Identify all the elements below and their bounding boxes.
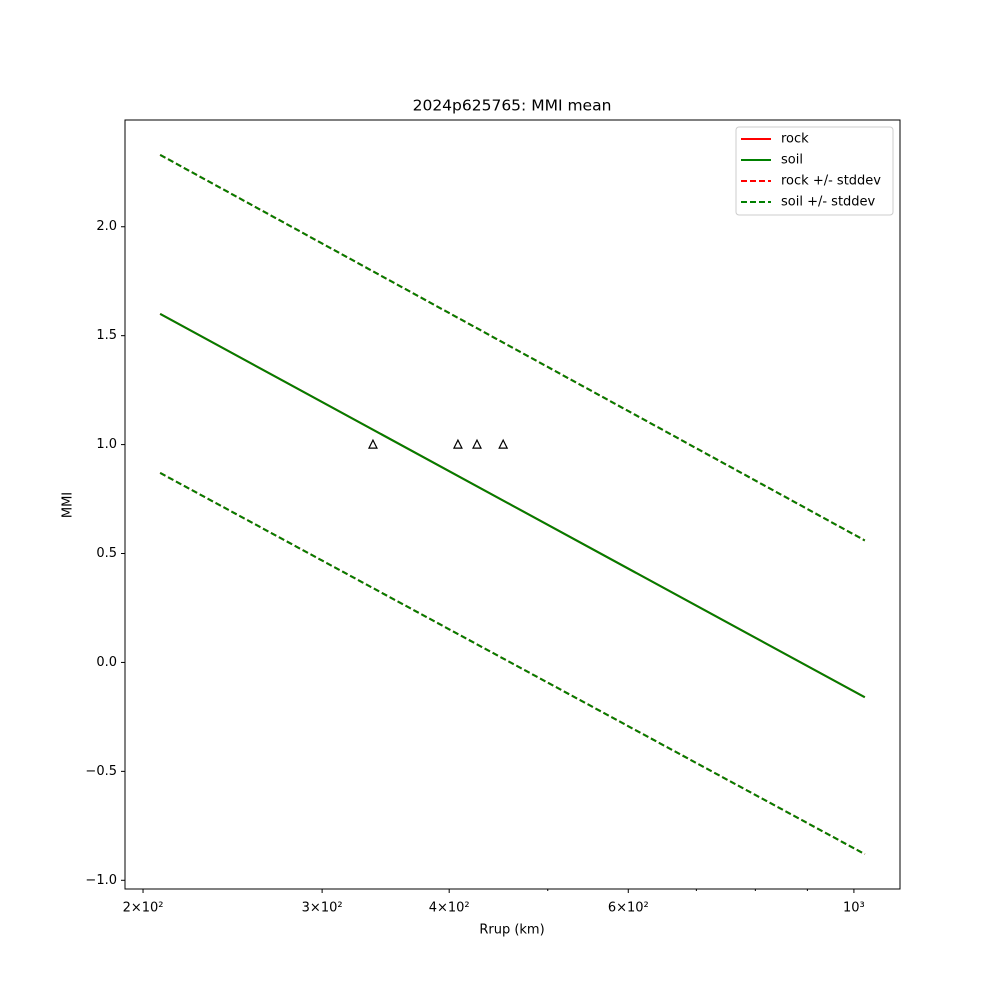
y-tick-label: 1.5 (96, 328, 117, 343)
observation-marker (452, 438, 463, 449)
observation-marker (498, 438, 509, 449)
upper-line (159, 153, 866, 542)
legend-box (735, 126, 894, 216)
x-tick-label: 2×10² (123, 901, 164, 916)
legend-label: rock +/- stddev (781, 174, 881, 189)
line (159, 313, 866, 699)
y-tick-label: 0.0 (96, 655, 117, 670)
observation-marker (472, 438, 482, 449)
y-tick-label: 2.0 (96, 219, 117, 234)
y-tick-label: 1.0 (96, 437, 117, 452)
chart-title: 2024p625765: MMI mean (413, 97, 612, 115)
legend-label: soil +/- stddev (781, 195, 876, 210)
lower-line (159, 472, 866, 856)
x-axis-label: Rrup (km) (479, 923, 544, 938)
x-tick-label: 3×10² (302, 901, 343, 916)
x-tick-label: 10³ (843, 901, 865, 916)
y-tick-label: −1.0 (85, 873, 117, 888)
y-tick-label: −0.5 (85, 764, 117, 779)
legend-label: soil (781, 153, 803, 168)
y-axis-label: MMI (61, 492, 76, 518)
y-tick-label: 0.5 (96, 546, 117, 561)
x-tick-label: 4×10² (429, 901, 470, 916)
x-tick-label: 6×10² (608, 901, 649, 916)
observation-marker (367, 438, 378, 449)
plot-frame (124, 119, 901, 890)
legend-label: rock (781, 132, 809, 147)
